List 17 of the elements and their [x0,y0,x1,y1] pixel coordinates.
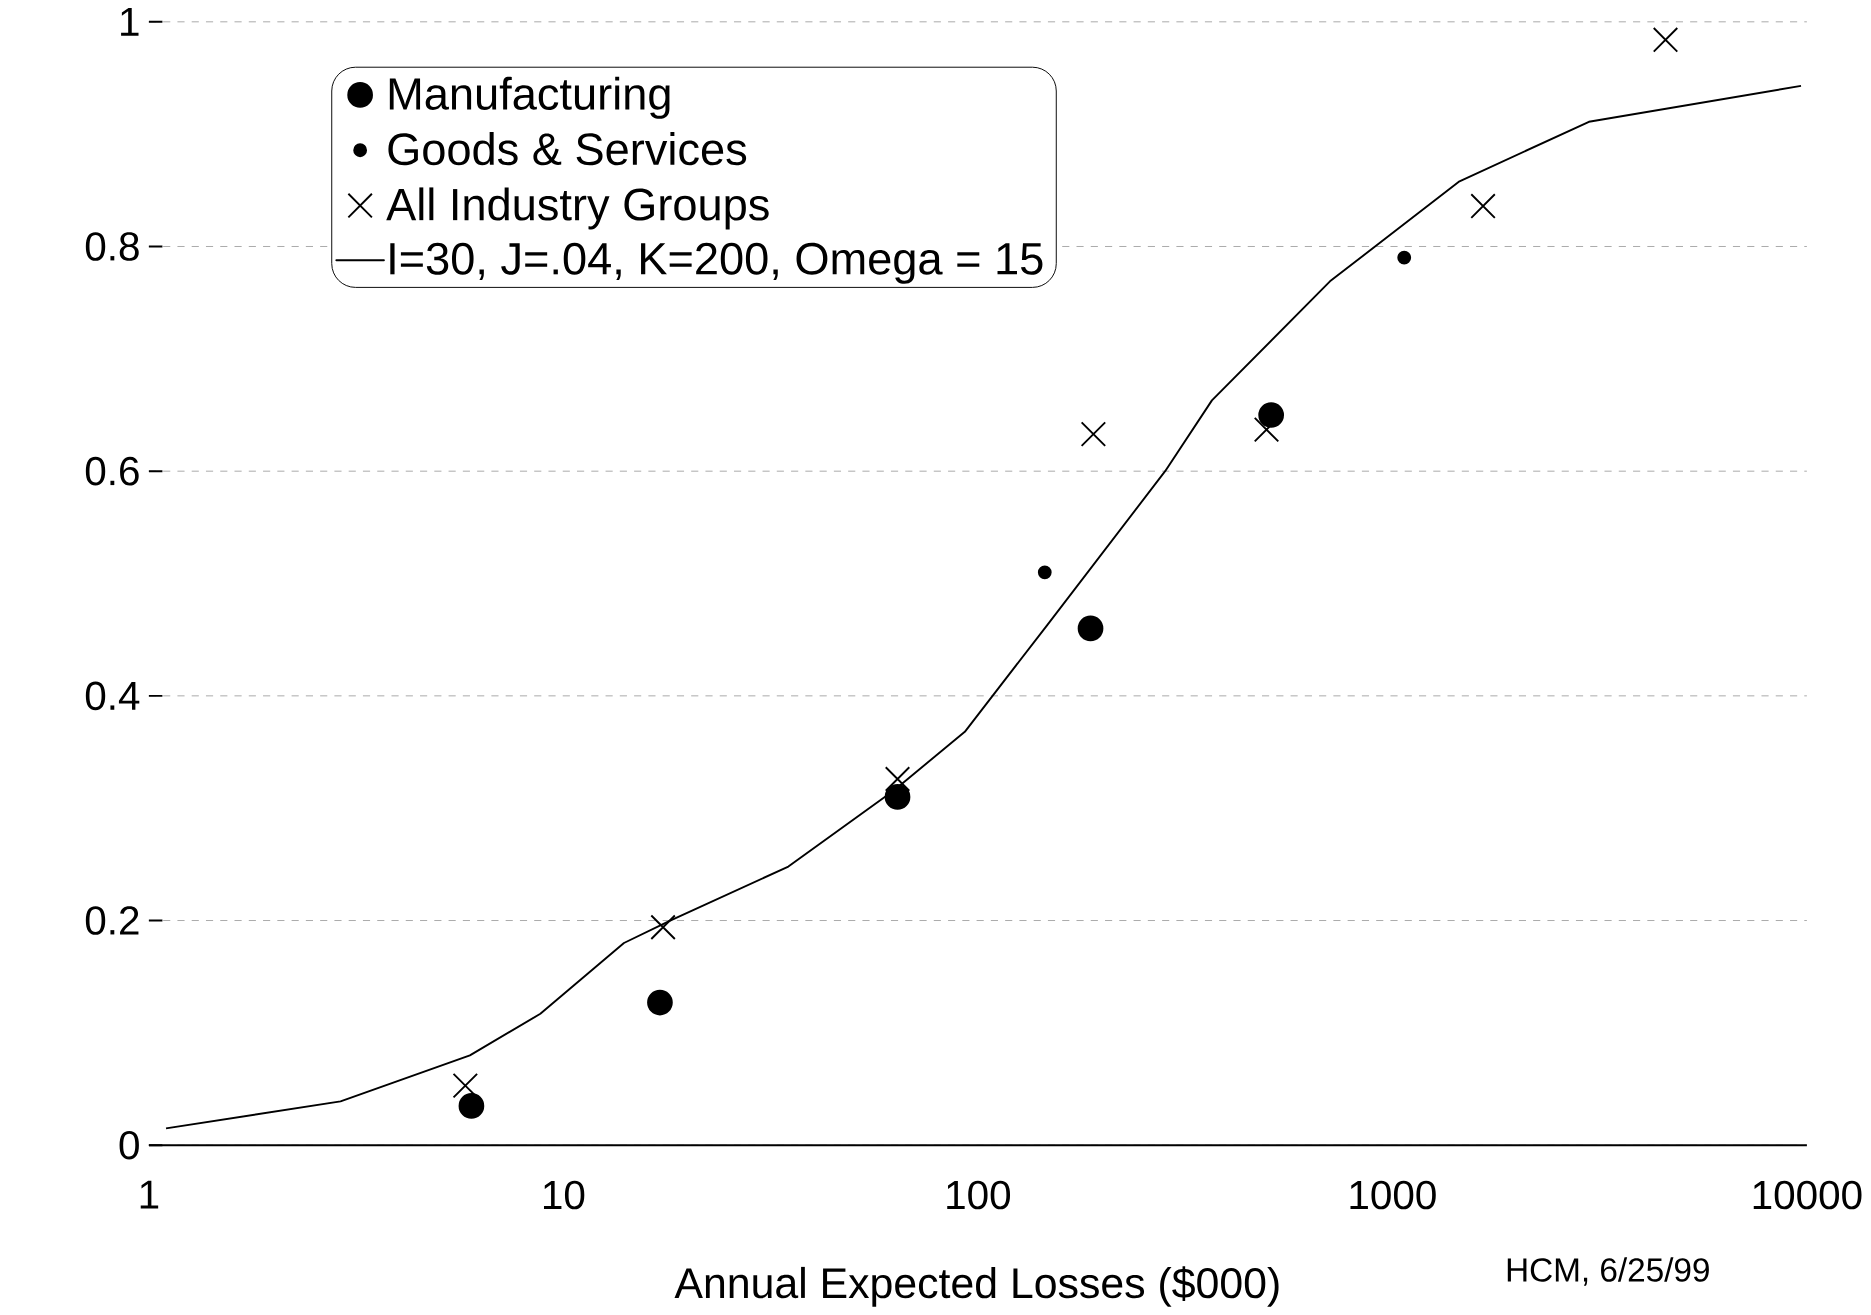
legend-label: I=30, J=.04, K=200, Omega = 15 [390,242,1043,284]
y-tick-label: 0.6 [85,456,139,486]
x-tick-label: 1 [140,1180,159,1209]
x-axis-title: Annual Expected Losses ($000) [674,1266,1279,1307]
legend-label: Goods & Services [388,132,747,166]
x-tick-label: 10 [543,1180,585,1210]
y-tick-label: 0.8 [85,232,139,261]
y-tick-label: 0.4 [85,681,140,711]
x-tick-label: 100 [947,1180,1011,1210]
y-tick-label: 0.2 [85,906,139,935]
legend-label: Manufacturing [389,76,670,119]
y-tick-label: 0 [119,1131,139,1160]
x-tick-label: 10000 [1753,1180,1862,1210]
text: HCM, 6/25/99 [1507,1257,1709,1286]
y-tick-label: 1 [121,8,139,36]
legend-label: All Industry Groups [386,187,769,230]
x-tick-label: 1000 [1350,1180,1436,1210]
